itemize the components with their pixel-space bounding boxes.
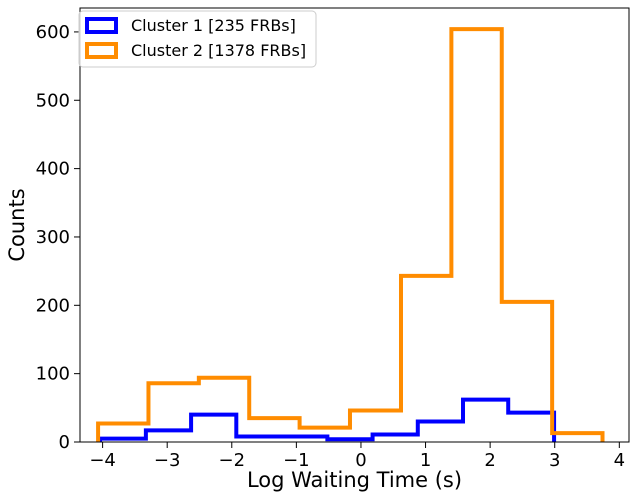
- legend-frame: [78, 10, 317, 68]
- plot-background: [80, 8, 629, 442]
- legend-label-cluster-1: Cluster 1 [235 FRBs]: [131, 16, 296, 35]
- series-layer: [96, 27, 605, 442]
- x-tick-label: 0: [355, 450, 366, 471]
- x-tick-label: −2: [219, 450, 246, 471]
- plot-frame: [79, 7, 630, 443]
- histogram-step-series-1: [98, 397, 557, 442]
- x-tick-label: −1: [283, 450, 310, 471]
- x-tick-label: 3: [549, 450, 560, 471]
- x-tick-label: 1: [420, 450, 431, 471]
- y-axis-ticks: 0 100 200 300 400 500 600: [36, 22, 80, 453]
- x-tick-label: 4: [614, 450, 625, 471]
- x-tick-label: −3: [154, 450, 181, 471]
- x-tick-label: −4: [89, 450, 116, 471]
- y-tick-label: 200: [36, 295, 70, 316]
- y-tick-label: 400: [36, 159, 70, 180]
- legend-swatch-cluster-2: [85, 42, 118, 59]
- legend: Cluster 1 [235 FRBs] Cluster 2 [1378 FRB…: [78, 10, 317, 68]
- y-tick-label: 100: [36, 364, 70, 385]
- x-axis-ticks: −4 −3 −2 −1 0 1 2 3 4: [89, 442, 625, 471]
- histogram-step-series-2: [96, 27, 605, 442]
- y-tick-label: 0: [59, 432, 70, 453]
- y-axis-label: Counts: [5, 188, 29, 261]
- legend-swatch-cluster-1: [85, 17, 118, 34]
- x-tick-label: 2: [484, 450, 495, 471]
- legend-label-cluster-2: Cluster 2 [1378 FRBs]: [131, 41, 306, 60]
- y-tick-label: 600: [36, 22, 70, 43]
- y-tick-label: 300: [36, 227, 70, 248]
- y-tick-label: 500: [36, 90, 70, 111]
- x-axis-label: Log Waiting Time (s): [247, 468, 462, 492]
